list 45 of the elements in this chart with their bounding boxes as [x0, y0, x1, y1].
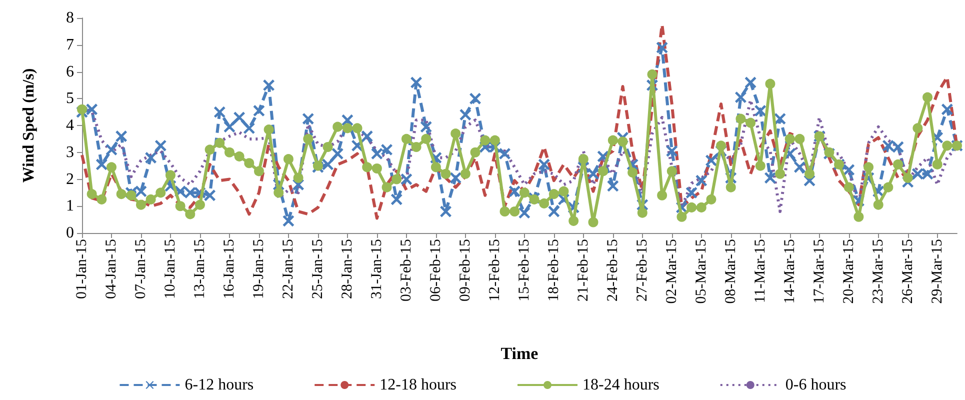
x-tick-label: 06-Feb-15: [428, 239, 444, 302]
x-tick-label: 17-Mar-15: [811, 239, 828, 304]
x-tick-label: 11-Mar-15: [752, 239, 768, 304]
x-tick-label: 10-Jan-15: [162, 239, 178, 299]
x-tick-label: 04-Jan-15: [103, 239, 120, 299]
x-tick-label: 13-Jan-15: [192, 239, 208, 299]
x-tick-label: 24-Feb-15: [604, 239, 621, 302]
x-tick-label: 18-Feb-15: [546, 239, 562, 302]
x-tick-label: 20-Mar-15: [840, 239, 857, 304]
y-tick-label: 7: [66, 36, 74, 54]
x-tick-label: 23-Mar-15: [870, 239, 886, 304]
x-tick-label: 21-Feb-15: [575, 239, 592, 302]
x-tick-label: 14-Mar-15: [782, 239, 798, 304]
x-tick-label: 03-Feb-15: [398, 239, 414, 302]
y-tick-label: 8: [66, 10, 74, 26]
legend-label: 12-18 hours: [380, 376, 457, 394]
x-tick-label: 12-Feb-15: [486, 239, 503, 302]
y-tick-label: 0: [66, 224, 74, 242]
x-tick-label: 02-Mar-15: [664, 239, 680, 304]
x-tick-label: 26-Mar-15: [900, 239, 916, 304]
legend-label: 6-12 hours: [184, 376, 254, 394]
x-tick-label: 09-Feb-15: [457, 239, 474, 302]
x-tick-label: 31-Jan-15: [368, 239, 385, 299]
y-tick-label: 4: [66, 117, 74, 134]
y-tick-label: 2: [66, 170, 74, 188]
y-tick-label: 1: [66, 198, 74, 215]
x-tick-label: 08-Mar-15: [722, 239, 739, 304]
x-tick-label: 22-Jan-15: [280, 239, 296, 299]
y-tick-label: 5: [66, 90, 74, 108]
y-axis-title: Wind Sped (m/s): [20, 68, 38, 183]
x-tick-label: 27-Feb-15: [634, 239, 650, 302]
x-tick-label: 19-Jan-15: [250, 239, 267, 299]
x-tick-label: 15-Feb-15: [516, 239, 532, 302]
y-tick-label: 3: [66, 144, 74, 161]
x-tick-label: 16-Jan-15: [221, 239, 238, 299]
legend-label: 18-24 hours: [582, 376, 660, 394]
x-tick-label: 05-Mar-15: [693, 239, 710, 304]
x-tick-label: 07-Jan-15: [132, 239, 149, 299]
x-tick-label: 29-Mar-15: [929, 239, 946, 304]
x-tick-label: 28-Jan-15: [339, 239, 356, 299]
y-tick-label: 6: [66, 63, 74, 80]
x-tick-label: 01-Jan-15: [74, 239, 90, 299]
legend-label: 0-6 hours: [785, 376, 846, 394]
x-axis-title: Time: [500, 344, 539, 363]
x-tick-label: 25-Jan-15: [310, 239, 326, 299]
